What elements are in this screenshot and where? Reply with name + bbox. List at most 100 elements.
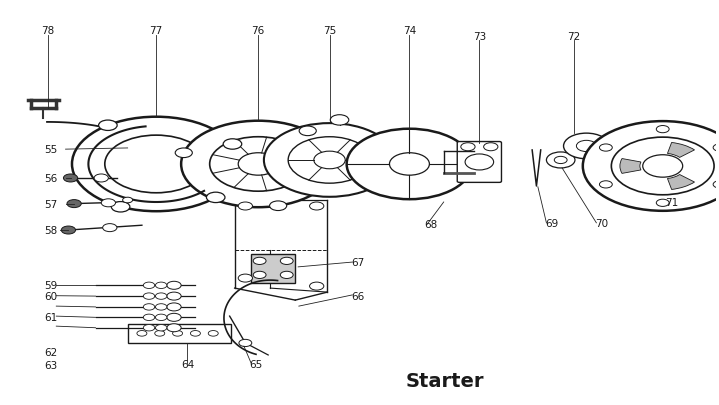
Text: 71: 71 bbox=[665, 198, 679, 207]
Text: 57: 57 bbox=[45, 199, 58, 209]
Circle shape bbox=[175, 149, 192, 158]
Text: 67: 67 bbox=[352, 258, 365, 267]
Text: 55: 55 bbox=[45, 145, 58, 155]
Circle shape bbox=[181, 122, 335, 208]
Circle shape bbox=[137, 331, 147, 336]
Circle shape bbox=[656, 126, 669, 133]
Circle shape bbox=[143, 293, 155, 300]
Text: 61: 61 bbox=[45, 313, 58, 322]
Circle shape bbox=[155, 293, 167, 300]
Circle shape bbox=[191, 331, 201, 336]
Circle shape bbox=[288, 137, 371, 184]
Circle shape bbox=[643, 156, 682, 178]
Text: 72: 72 bbox=[567, 32, 580, 42]
Circle shape bbox=[173, 331, 183, 336]
Circle shape bbox=[461, 143, 475, 151]
Circle shape bbox=[253, 272, 266, 279]
Circle shape bbox=[143, 304, 155, 310]
Text: 73: 73 bbox=[472, 32, 486, 42]
Circle shape bbox=[72, 117, 240, 212]
Circle shape bbox=[94, 175, 109, 183]
Circle shape bbox=[238, 153, 278, 176]
Polygon shape bbox=[128, 324, 231, 343]
Circle shape bbox=[577, 141, 596, 152]
Circle shape bbox=[67, 200, 81, 208]
Circle shape bbox=[238, 202, 252, 211]
Circle shape bbox=[143, 314, 155, 321]
Text: 74: 74 bbox=[403, 26, 416, 36]
Text: 58: 58 bbox=[45, 226, 58, 235]
Circle shape bbox=[253, 258, 266, 265]
Circle shape bbox=[105, 136, 208, 193]
Circle shape bbox=[167, 292, 181, 301]
Circle shape bbox=[546, 153, 575, 168]
Text: 59: 59 bbox=[45, 281, 58, 290]
Circle shape bbox=[238, 275, 252, 282]
Circle shape bbox=[209, 331, 219, 336]
Circle shape bbox=[63, 175, 78, 183]
Circle shape bbox=[167, 313, 181, 322]
Circle shape bbox=[123, 198, 132, 203]
Circle shape bbox=[167, 281, 181, 290]
Circle shape bbox=[270, 201, 287, 211]
Circle shape bbox=[310, 282, 324, 290]
Circle shape bbox=[600, 181, 613, 188]
Circle shape bbox=[330, 115, 349, 126]
Text: 64: 64 bbox=[182, 359, 195, 369]
Bar bbox=[251, 254, 296, 283]
Circle shape bbox=[347, 130, 472, 200]
Circle shape bbox=[167, 324, 181, 332]
Circle shape bbox=[143, 282, 155, 289]
Text: 56: 56 bbox=[45, 174, 58, 183]
Circle shape bbox=[465, 155, 494, 171]
Circle shape bbox=[310, 202, 324, 211]
Circle shape bbox=[155, 325, 167, 331]
Text: 75: 75 bbox=[323, 26, 336, 36]
Circle shape bbox=[264, 124, 395, 197]
Text: 65: 65 bbox=[249, 359, 262, 369]
Circle shape bbox=[155, 314, 167, 321]
Wedge shape bbox=[667, 175, 695, 190]
Text: 62: 62 bbox=[45, 347, 58, 357]
Circle shape bbox=[143, 325, 155, 331]
Wedge shape bbox=[667, 143, 695, 158]
Circle shape bbox=[223, 139, 242, 150]
Circle shape bbox=[280, 272, 293, 279]
Text: Starter: Starter bbox=[406, 371, 485, 390]
Text: 70: 70 bbox=[595, 218, 609, 228]
Circle shape bbox=[103, 224, 117, 232]
Circle shape bbox=[313, 152, 345, 169]
Circle shape bbox=[583, 122, 719, 211]
Circle shape bbox=[239, 339, 252, 347]
Text: 69: 69 bbox=[546, 218, 559, 228]
Text: 76: 76 bbox=[252, 26, 265, 36]
Circle shape bbox=[299, 127, 316, 136]
Circle shape bbox=[99, 121, 117, 131]
Circle shape bbox=[564, 134, 609, 159]
Circle shape bbox=[280, 258, 293, 265]
Circle shape bbox=[554, 157, 567, 164]
Circle shape bbox=[206, 193, 225, 203]
Circle shape bbox=[656, 200, 669, 207]
Circle shape bbox=[155, 331, 165, 336]
Text: 78: 78 bbox=[41, 26, 55, 36]
Circle shape bbox=[713, 145, 719, 152]
Text: 66: 66 bbox=[352, 291, 365, 301]
Circle shape bbox=[611, 138, 714, 195]
Circle shape bbox=[101, 199, 116, 207]
Wedge shape bbox=[620, 159, 641, 174]
Circle shape bbox=[155, 304, 167, 310]
Text: 60: 60 bbox=[45, 291, 58, 301]
Circle shape bbox=[600, 145, 613, 152]
Circle shape bbox=[713, 181, 719, 188]
Circle shape bbox=[61, 226, 75, 234]
Circle shape bbox=[155, 282, 167, 289]
Circle shape bbox=[111, 202, 130, 213]
Text: 63: 63 bbox=[45, 360, 58, 370]
Circle shape bbox=[210, 137, 307, 192]
Text: 68: 68 bbox=[424, 220, 437, 230]
FancyBboxPatch shape bbox=[457, 142, 501, 183]
Text: 77: 77 bbox=[150, 26, 162, 36]
Circle shape bbox=[390, 153, 429, 176]
Circle shape bbox=[167, 303, 181, 311]
